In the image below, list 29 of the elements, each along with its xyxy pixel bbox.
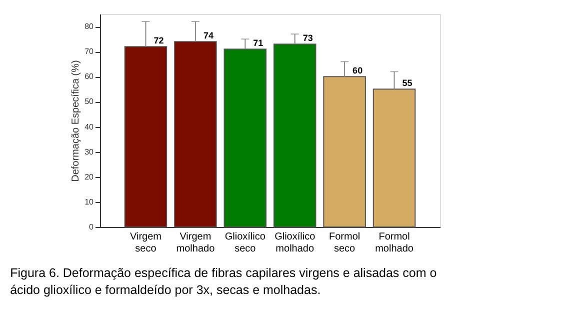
y-tick-label: 60 [84,72,94,82]
bar [224,48,267,228]
bar [174,41,217,228]
data-label: 71 [253,38,264,48]
data-label: 74 [203,30,214,41]
y-tick-label: 40 [84,122,94,132]
bar [372,88,416,228]
y-tick-label: 0 [89,222,94,232]
y-tick-label: 50 [84,97,94,106]
bar [323,76,366,228]
bar [273,44,316,228]
y-tick-label: 30 [84,147,94,156]
data-label: 73 [302,33,313,44]
y-tick-label: 20 [84,172,94,182]
data-label: 60 [352,66,363,76]
y-axis-title: Deformação Específica (%) [70,60,82,182]
y-tick-label: 70 [84,47,94,56]
x-tick-label: Formol seco [329,232,360,254]
data-label: 72 [154,36,164,46]
x-tick-label: Virgem molhado [176,232,216,254]
bar [124,46,168,228]
y-tick-label: 80 [84,22,94,32]
x-tick-label: Glioxílico molhado [274,232,316,254]
y-tick-label: 10 [84,197,94,206]
data-label: 55 [402,78,412,88]
x-tick-label: Glioxílico seco [224,232,266,254]
x-tick-label: Virgem seco [130,232,162,254]
x-tick-label: Formol molhado [375,232,414,254]
text: Figura 6. Deformação específica de fibras capilares virgens e alisadas com o ácido glioxílico e formaldeído por 3x, secas e molhadas. [10,266,437,297]
